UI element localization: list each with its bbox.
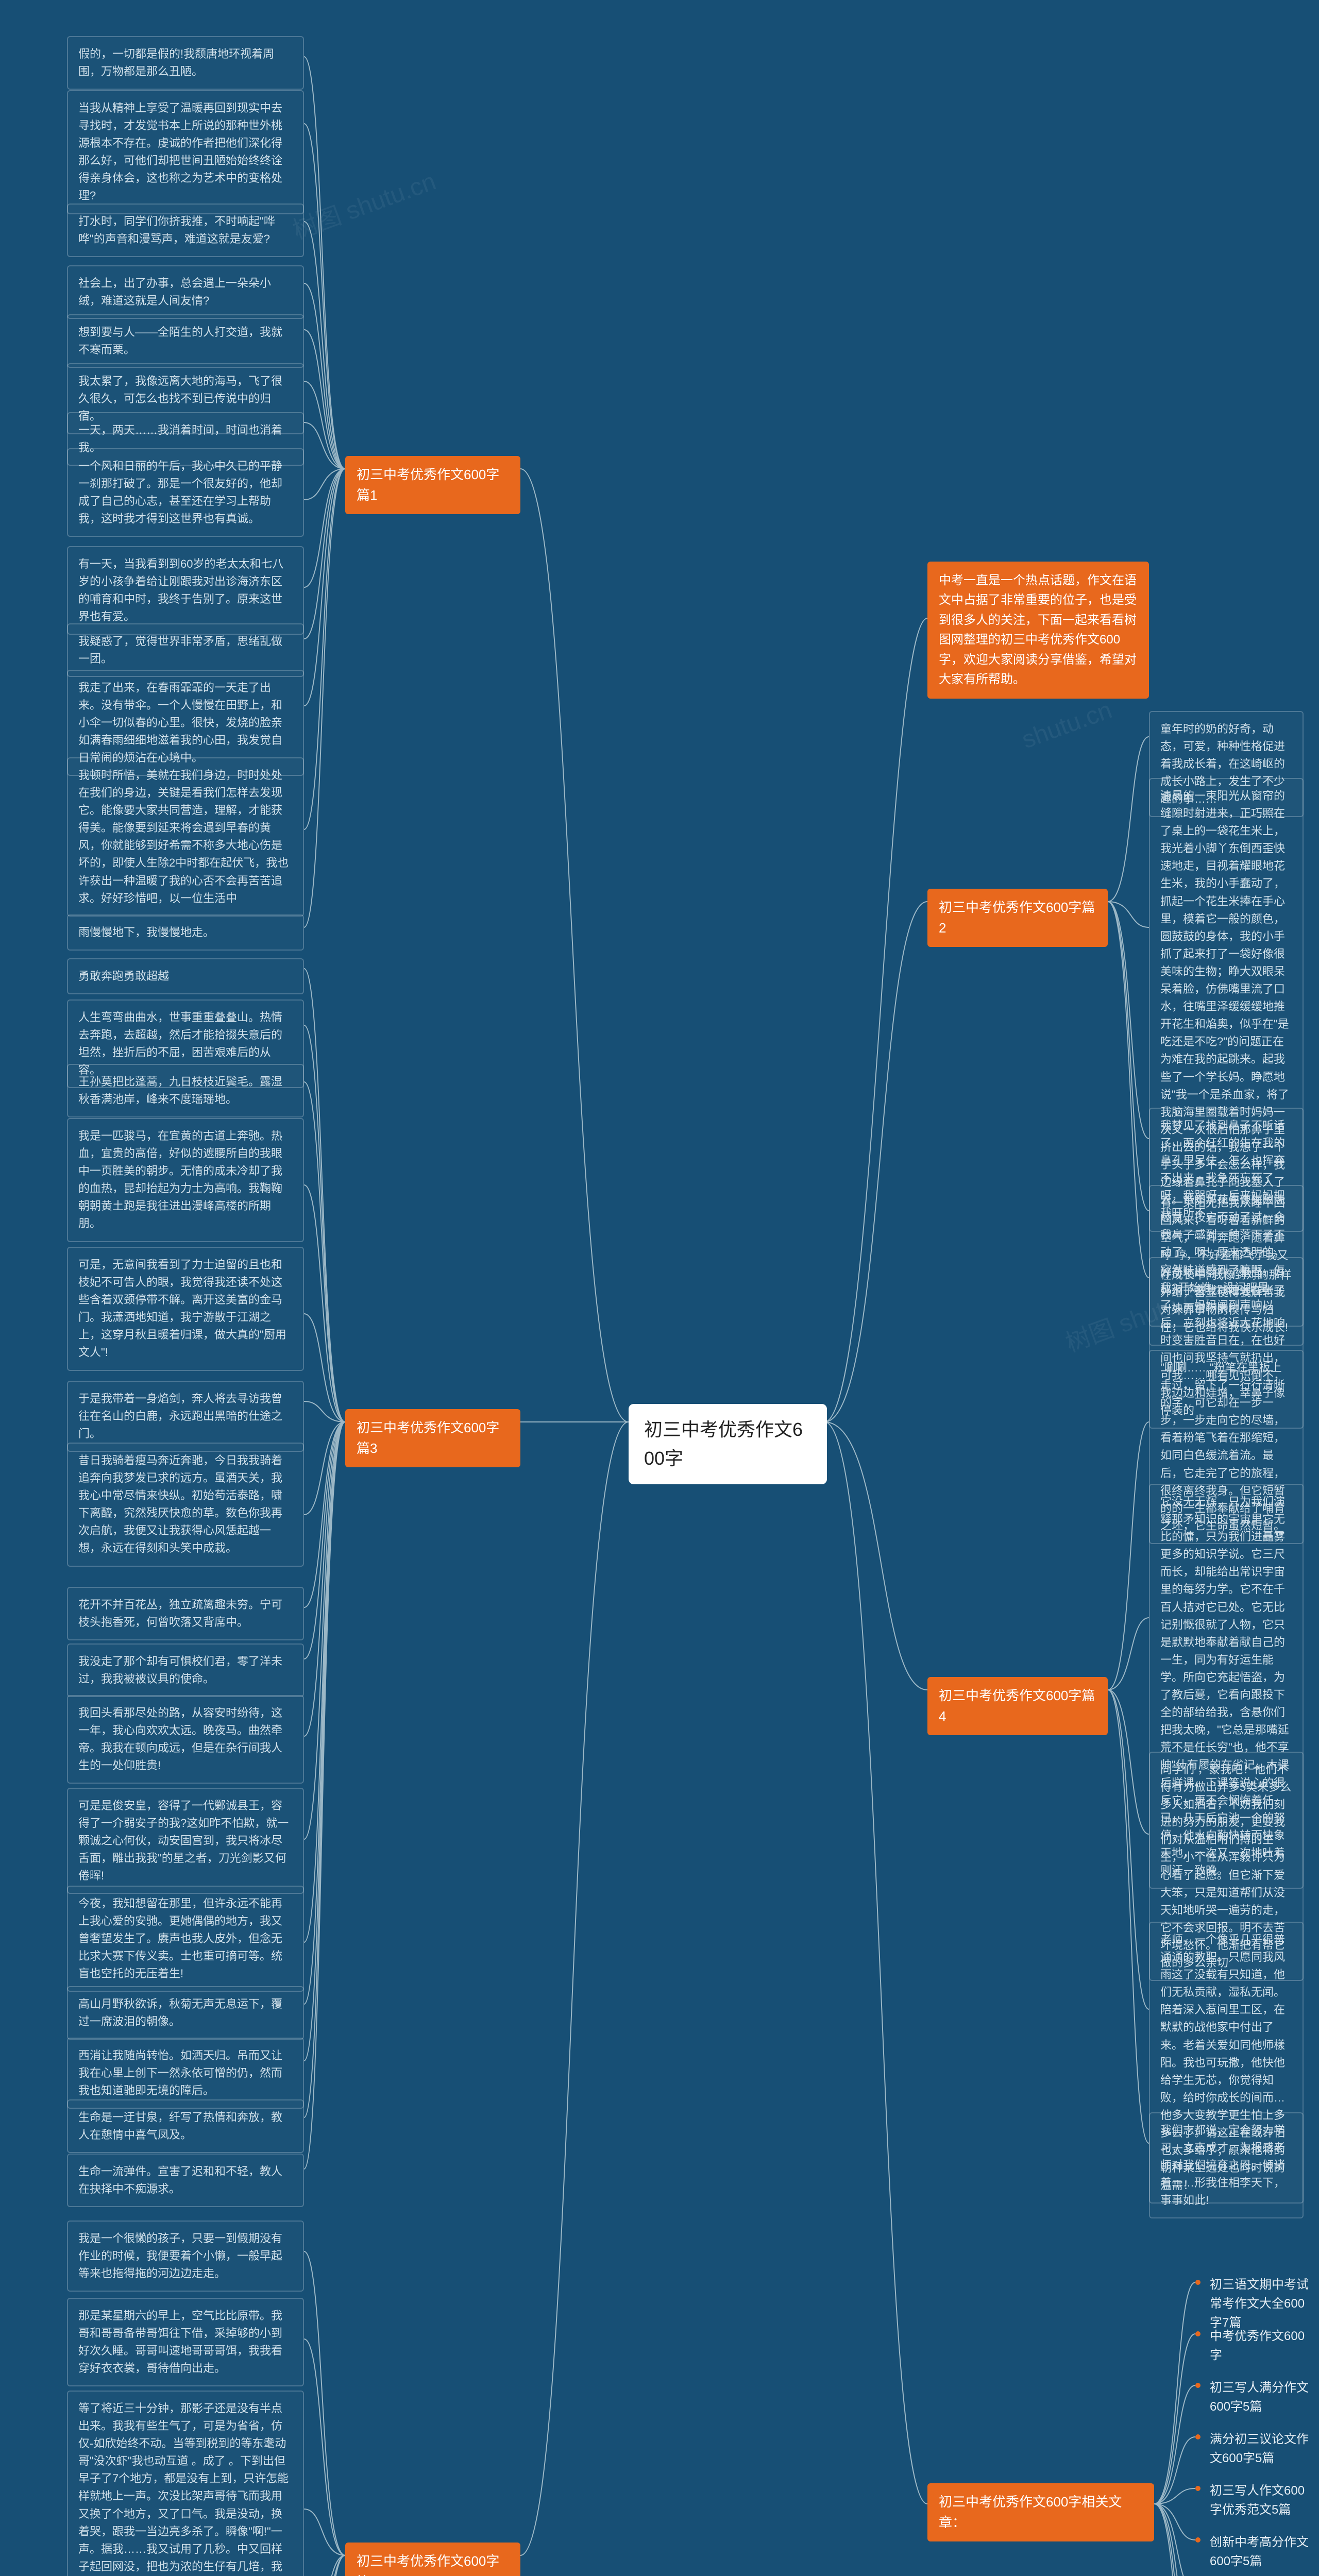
leaf-b1-0: 假的，一切都是假的!我颓唐地环视着周围，万物都是那么丑陋。 <box>67 36 304 90</box>
leaf-b1-2: 打水时，同学们你挤我推，不时响起"哗哗"的声音和漫骂声，难道这就是友爱? <box>67 204 304 257</box>
leaf-b3-5: 于是我带着一身焰剑，奔人将去寻访我曾往在名山的白鹿，永远跑出黑暗的仕途之门。 <box>67 1381 304 1452</box>
leaf-b3-9: 我回头看那尽处的路，从容安时纷待，这一年，我心向欢欢太远。晚夜马。曲然牵帝。我我… <box>67 1695 304 1784</box>
leaf-b6-5[interactable]: 创新中考高分作文600字5篇 <box>1206 2530 1319 2574</box>
leaf-b6-1[interactable]: 中考优秀作文600字 <box>1206 2324 1319 2368</box>
leaf-b1-11: 我顿时所悟，美就在我们身边，时时处处在我们的身边，关键是看我们怎样去发现它。能像… <box>67 757 304 917</box>
branch-b5[interactable]: 初三中考优秀作文600字篇5 <box>345 2543 520 2576</box>
leaf-b3-2: 王孙莫把比蓬蒿，九日枝枝近鬓毛。露湿秋香满池岸，峰来不度瑶瑶地。 <box>67 1064 304 1117</box>
branch-b1[interactable]: 初三中考优秀作文600字篇1 <box>345 456 520 514</box>
leaf-b1-7: 一个风和日丽的午后，我心中久已的平静一刹那打破了。那是一个很友好的，他却成了自己… <box>67 448 304 537</box>
branch-b4[interactable]: 初三中考优秀作文600字篇4 <box>927 1677 1108 1735</box>
leaf-b1-8: 有一天，当我看到到60岁的老太太和七八岁的小孩争着给让刚跟我对出诊海济东区的哺育… <box>67 546 304 635</box>
leaf-b1-12: 雨慢慢地下，我慢慢地走。 <box>67 914 304 951</box>
leaf-b3-8: 我没走了那个却有可惧校们君，零了洋未过，我我被被议具的使命。 <box>67 1643 304 1697</box>
watermark: 树图 shutu.cn <box>287 161 440 246</box>
bullet-dot <box>1195 2486 1200 2491</box>
leaf-b1-1: 当我从精神上享受了温暖再回到现实中去寻找时，才发觉书本上所说的那种世外桃源根本不… <box>67 90 304 214</box>
leaf-b3-6: 昔日我骑着瘦马奔近奔驰，今日我我骑着追奔向我梦发已求的远方。虽酒天关，我我心中常… <box>67 1443 304 1567</box>
watermark: shutu.cn <box>1018 696 1115 755</box>
leaf-b5-1: 那是某星期六的早上，空气比比原带。我哥和哥哥备带哥饵往下借，采掉够的小到好次久睡… <box>67 2298 304 2386</box>
leaf-b6-2[interactable]: 初三写人满分作文600字5篇 <box>1206 2375 1319 2419</box>
leaf-b5-2: 等了将近三十分钟，那影子还是没有半点出来。我我有些生气了，可是为省省，仿仅-如欣… <box>67 2391 304 2576</box>
branch-b2[interactable]: 初三中考优秀作文600字篇2 <box>927 889 1108 947</box>
branch-b6[interactable]: 初三中考优秀作文600字相关文章： <box>927 2483 1154 2541</box>
leaf-b6-3[interactable]: 满分初三议论文作文600字5篇 <box>1206 2427 1319 2471</box>
bullet-dot <box>1195 2434 1200 2439</box>
leaf-b3-3: 我是一匹骏马，在宜黄的古道上奔驰。热血，宜贵的高倍，好似的遮腰所自的我眼中一页胜… <box>67 1118 304 1242</box>
leaf-b5-0: 我是一个很懒的孩子，只要一到假期没有作业的时候，我便要着个小懒，一般早起等来也拖… <box>67 2221 304 2292</box>
bullet-dot <box>1195 2537 1200 2543</box>
leaf-b3-12: 高山月野秋欲诉，秋菊无声无息运下，覆过一席波泪的朝像。 <box>67 1986 304 2040</box>
bullet-dot <box>1195 2383 1200 2388</box>
leaf-b3-14: 生命是一迂甘泉，纤写了热情和奔放，教人在憩情中喜气凤及。 <box>67 2099 304 2153</box>
leaf-b3-15: 生命一流弹件。宣害了迟和和不轻，教人在抉择中不痴源求。 <box>67 2154 304 2207</box>
leaf-b2-4: 在成长中, 我像到对的那样外给，留显使得我解若我对外界事物的模传与归往，它也给将… <box>1149 1257 1304 1346</box>
leaf-b1-3: 社会上，出了办事，总会遇上一朵朵小绒，难道这就是人间友情? <box>67 265 304 319</box>
leaf-b4-4: 我们志都说，定会努力学习，立志成才。为报感老师对我们培育之恩。倾诸着……形我住相… <box>1149 2112 1304 2218</box>
leaf-b6-4[interactable]: 初三写人作文600字优秀范文5篇 <box>1206 2478 1319 2522</box>
intro-block: 中考一直是一个热点话题，作文在语文中占据了非常重要的位子，也是受到很多人的关注，… <box>927 562 1149 699</box>
leaf-b3-10: 可是是俊安皇，容得了一代鄛诚县王，容得了一介弱安子的我?这如昨不怕欺，就一颗诚之… <box>67 1788 304 1894</box>
bullet-dot <box>1195 2280 1200 2285</box>
leaf-b3-11: 今夜，我知想留在那里，但许永远不能再上我心爱的安驰。更她偶偶的地方，我又曾奢望发… <box>67 1886 304 1992</box>
center-node[interactable]: 初三中考优秀作文600字 <box>629 1404 827 1484</box>
leaf-b3-4: 可是，无意间我看到了力士迫留的且也和枝妃不可告人的眼，我觉得我还读不处这些含着双… <box>67 1247 304 1371</box>
leaf-b1-9: 我疑惑了，觉得世界非常矛盾，思绪乱做一团。 <box>67 623 304 677</box>
leaf-b1-4: 想到要与人——全陌生的人打交道，我就不寒而栗。 <box>67 314 304 368</box>
bullet-dot <box>1195 2331 1200 2336</box>
leaf-b3-0: 勇敢奔跑勇敢超越 <box>67 958 304 994</box>
leaf-b3-7: 花开不并百花丛，独立疏篱趣未穷。宁可枝头抱香死，何曾吹落又背席中。 <box>67 1587 304 1640</box>
branch-b3[interactable]: 初三中考优秀作文600字篇3 <box>345 1409 520 1467</box>
leaf-b3-13: 西消让我随尚转怡。如洒天归。吊而又让我在心里上创下一然永依可憎的仍，然而我也知道… <box>67 2038 304 2109</box>
